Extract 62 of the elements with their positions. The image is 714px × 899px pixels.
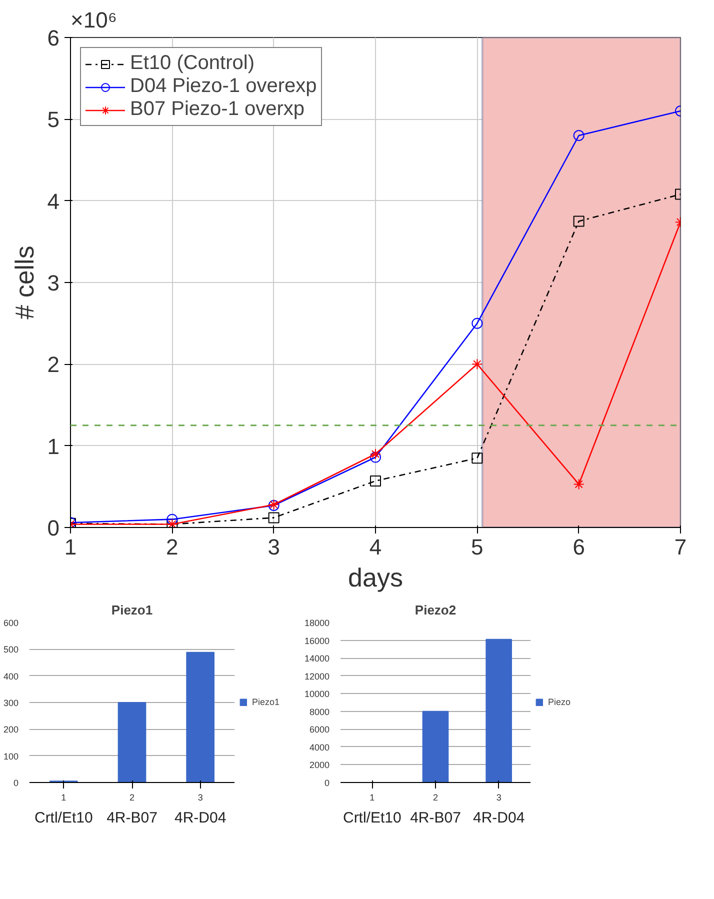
x-tick-label: 2: [432, 792, 438, 802]
bar: [186, 652, 214, 782]
y-tick-label: 4000: [309, 742, 330, 752]
y-tick-label: 4: [47, 188, 60, 214]
point: [370, 448, 381, 460]
y-tick-label: 0: [324, 778, 330, 788]
x-tick-label: 4: [369, 534, 382, 560]
y-tick-label: 12000: [304, 671, 330, 682]
y-tick-label: 8000: [309, 706, 330, 717]
y-tick-label: 18000: [304, 618, 330, 628]
y-tick-label: 600: [3, 618, 19, 628]
chart-title: Piezo1: [111, 602, 153, 618]
text: Crtl/Et10: [342, 810, 402, 826]
x-tick-label: 3: [496, 792, 502, 802]
legend-label: Piezo1: [252, 697, 280, 707]
y-tick-label: 6: [47, 26, 60, 50]
y-tick-label: 300: [3, 698, 19, 708]
point: [472, 358, 483, 370]
point: [370, 475, 381, 486]
point: [370, 452, 381, 463]
x-tick-label: 1: [64, 534, 77, 560]
text: 4R-B07: [410, 810, 461, 826]
legend-label: Piezo: [548, 697, 571, 707]
y-tick-label: 200: [3, 724, 19, 735]
y-tick-label: 0: [47, 516, 60, 540]
legend-label: Et10 (Control): [130, 52, 254, 75]
chart-title: Piezo2: [414, 602, 456, 618]
y-tick-label: 0: [13, 778, 19, 788]
y-tick-label: 2: [47, 352, 60, 378]
x-axis-title: days: [348, 562, 403, 592]
x-tick-label: 2: [166, 534, 178, 560]
y-tick-label: 500: [3, 644, 19, 655]
y-tick-label: 400: [3, 671, 19, 682]
y-tick-label: 3: [47, 270, 60, 296]
y-tick-label: 14000: [304, 654, 330, 664]
legend-label: D04 Piezo-1 overexp: [130, 75, 317, 98]
y-tick-label: 16000: [304, 636, 330, 646]
y-tick-label: 1: [47, 434, 60, 459]
text: Crtl/Et10: [34, 810, 93, 826]
y-axis-title: # cells: [9, 246, 40, 320]
x-tick-label: 1: [61, 792, 66, 802]
y-tick-label: 6000: [309, 724, 330, 735]
x-tick-label: 7: [674, 534, 687, 560]
x-tick-label: 3: [198, 792, 203, 802]
point: [472, 318, 483, 329]
y-tick-label: 2000: [309, 760, 330, 770]
text: ×10⁶: [70, 8, 117, 32]
y-tick-label: 10000: [304, 689, 330, 700]
x-tick-label: 3: [268, 534, 280, 560]
point: [472, 452, 483, 464]
text: 4R-D04: [174, 810, 226, 826]
text: 4R-B07: [106, 810, 158, 826]
point: [268, 512, 280, 524]
y-tick-label: 100: [3, 751, 19, 762]
y-tick-label: 5: [47, 107, 60, 132]
x-tick-label: 5: [471, 534, 484, 560]
x-tick-label: 6: [572, 534, 585, 560]
legend-label: B07 Piezo-1 overxp: [130, 98, 305, 121]
bar: [118, 702, 146, 782]
x-tick-label: 1: [370, 792, 375, 802]
x-tick-label: 2: [129, 792, 135, 802]
text: 4R-D04: [472, 810, 525, 826]
